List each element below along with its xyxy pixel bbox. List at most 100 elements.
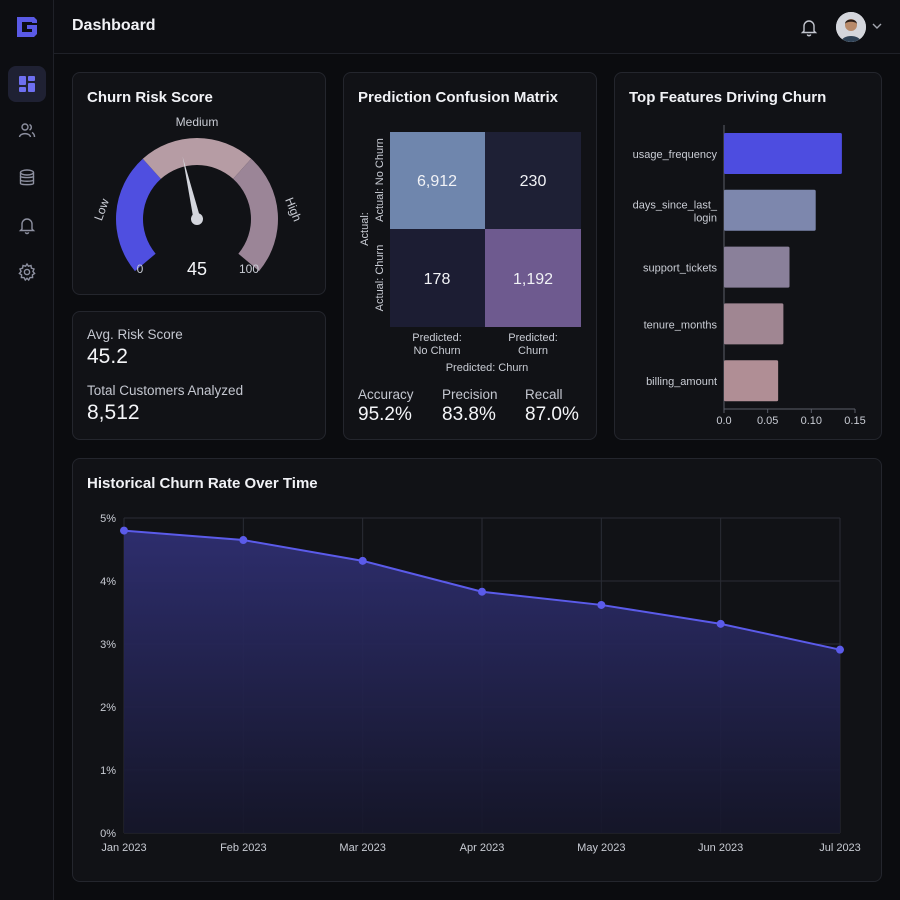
gauge-value: 45 xyxy=(187,259,207,279)
history-title: Historical Churn Rate Over Time xyxy=(87,475,318,492)
gear-icon xyxy=(18,262,36,282)
history-data-point[interactable] xyxy=(478,587,486,596)
features-bar-chart: usage_frequency days_since_last_login supp… xyxy=(633,125,866,427)
history-y-tick-label: 1% xyxy=(100,765,116,777)
feature-label: login xyxy=(694,212,717,224)
sidebar-item-alerts[interactable] xyxy=(8,207,46,243)
feature-label: billing_amount xyxy=(646,376,717,388)
dashboard-icon xyxy=(19,76,35,92)
gauge-zone-medium xyxy=(142,138,252,179)
matrix-col-label-churn-2: Churn xyxy=(518,345,548,357)
history-data-point[interactable] xyxy=(716,619,725,628)
matrix-title: Prediction Confusion Matrix xyxy=(358,89,559,106)
feature-bar xyxy=(724,360,779,402)
avg-risk-label: Avg. Risk Score xyxy=(87,327,183,342)
notifications-bell-icon[interactable] xyxy=(798,16,820,38)
recall-label: Recall xyxy=(525,387,563,402)
features-x-tick-label: 0.0 xyxy=(716,415,731,427)
avg-risk-value: 45.2 xyxy=(87,345,128,368)
gauge-needle xyxy=(182,156,201,220)
features-x-tick-label: 0.05 xyxy=(757,415,778,427)
gauge-title: Churn Risk Score xyxy=(87,89,213,106)
history-data-point[interactable] xyxy=(120,526,128,535)
history-x-tick-label: Jul 2023 xyxy=(819,842,861,854)
page-title: Dashboard xyxy=(72,17,156,34)
sidebar xyxy=(0,0,54,900)
confusion-matrix-card: Prediction Confusion Matrix 6,912 230 17… xyxy=(343,72,597,440)
history-data-point[interactable] xyxy=(358,556,367,565)
database-icon xyxy=(19,169,35,186)
feature-label: tenure_months xyxy=(644,319,718,331)
matrix-cell-fn xyxy=(390,229,485,327)
churn-history-card: Historical Churn Rate Over Time 0% 1% 2% 3%… xyxy=(72,458,882,882)
history-data-point[interactable] xyxy=(597,600,606,609)
logo-icon[interactable] xyxy=(14,14,40,40)
precision-value: 83.8% xyxy=(442,404,496,425)
total-customers-label: Total Customers Analyzed xyxy=(87,383,244,398)
matrix-cell-tp xyxy=(485,229,581,327)
gauge-max-label: 100 xyxy=(239,262,259,276)
sidebar-item-dashboard[interactable] xyxy=(8,66,46,102)
risk-stats-card: Avg. Risk Score 45.2 Total Customers Ana… xyxy=(72,311,326,440)
top-bar: Dashboard xyxy=(54,0,900,54)
gauge-zone-low xyxy=(116,158,161,272)
matrix-cell-tn xyxy=(390,132,485,229)
gauge-chart: Low Medium High 0 45 100 xyxy=(91,115,304,279)
feature-label: usage_frequency xyxy=(633,149,718,161)
feature-bar xyxy=(724,133,842,174)
matrix-y-axis-label: Actual: xyxy=(359,212,371,246)
feature-bar xyxy=(724,303,784,345)
user-avatar-icon xyxy=(836,12,866,42)
accuracy-label: Accuracy xyxy=(358,387,414,402)
history-x-tick-label: Apr 2023 xyxy=(460,842,505,854)
history-y-tick-label: 4% xyxy=(100,576,116,588)
history-y-tick-label: 3% xyxy=(100,639,116,651)
precision-label: Precision xyxy=(442,387,498,402)
features-card: Top Features Driving Churn usage_frequen… xyxy=(614,72,882,440)
users-icon xyxy=(18,123,36,138)
history-x-tick-label: May 2023 xyxy=(577,842,625,854)
feature-label: days_since_last_ xyxy=(633,199,718,211)
gauge-needle-hub xyxy=(191,213,203,225)
confusion-matrix-chart: 6,912 230 178 1,192 Actual: Actual: No C… xyxy=(359,132,581,374)
history-data-point[interactable] xyxy=(836,645,844,654)
sidebar-item-data[interactable] xyxy=(8,160,46,196)
matrix-value-fn: 178 xyxy=(424,271,451,288)
sidebar-item-users[interactable] xyxy=(8,112,46,148)
features-x-tick-label: 0.15 xyxy=(844,415,865,427)
history-x-tick-label: Jun 2023 xyxy=(698,842,743,854)
sidebar-item-settings[interactable] xyxy=(8,254,46,290)
history-data-point[interactable] xyxy=(239,536,248,545)
total-customers-value: 8,512 xyxy=(87,401,140,424)
history-x-tick-label: Jan 2023 xyxy=(101,842,146,854)
features-title: Top Features Driving Churn xyxy=(629,89,827,106)
matrix-value-fp: 230 xyxy=(520,173,547,190)
matrix-col-label-no-churn-1: Predicted: xyxy=(412,332,462,344)
feature-bar xyxy=(724,189,816,231)
churn-risk-card: Churn Risk Score Low Medium High 0 45 10… xyxy=(72,72,326,295)
gauge-zone-label-medium: Medium xyxy=(176,115,219,129)
history-y-tick-label: 5% xyxy=(100,513,116,525)
recall-value: 87.0% xyxy=(525,404,579,425)
bell-icon xyxy=(18,218,36,235)
history-y-tick-label: 0% xyxy=(100,828,116,840)
gauge-min-label: 0 xyxy=(137,262,144,276)
matrix-cell-fp xyxy=(485,132,581,229)
matrix-row-label-churn: Actual: Churn xyxy=(374,245,386,312)
gauge-zone-high xyxy=(233,158,278,272)
gauge-zone-label-low: Low xyxy=(91,197,112,223)
gauge-zone-label-high: High xyxy=(282,195,304,223)
matrix-x-axis-label: Predicted: Churn xyxy=(446,362,529,374)
matrix-value-tn: 6,912 xyxy=(417,173,457,190)
matrix-value-tp: 1,192 xyxy=(513,271,553,288)
avatar[interactable] xyxy=(836,12,866,42)
matrix-col-label-no-churn-2: No Churn xyxy=(413,345,460,357)
matrix-col-label-churn-1: Predicted: xyxy=(508,332,558,344)
history-x-tick-label: Feb 2023 xyxy=(220,842,266,854)
features-x-tick-label: 0.10 xyxy=(801,415,822,427)
feature-label: support_tickets xyxy=(643,263,717,275)
history-x-tick-label: Mar 2023 xyxy=(339,842,385,854)
chevron-down-icon[interactable] xyxy=(871,20,883,32)
accuracy-value: 95.2% xyxy=(358,404,412,425)
feature-bar xyxy=(724,246,790,288)
